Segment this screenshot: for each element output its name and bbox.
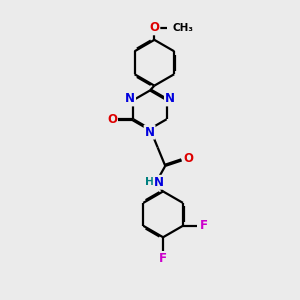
Text: O: O	[107, 113, 117, 126]
Text: N: N	[125, 92, 135, 106]
Text: H: H	[145, 177, 154, 187]
Text: O: O	[183, 152, 193, 165]
Text: N: N	[145, 126, 154, 139]
Text: CH₃: CH₃	[173, 23, 194, 33]
Text: F: F	[200, 219, 208, 232]
Text: N: N	[154, 176, 164, 189]
Text: O: O	[149, 21, 159, 34]
Text: F: F	[159, 252, 167, 265]
Text: N: N	[165, 92, 175, 106]
